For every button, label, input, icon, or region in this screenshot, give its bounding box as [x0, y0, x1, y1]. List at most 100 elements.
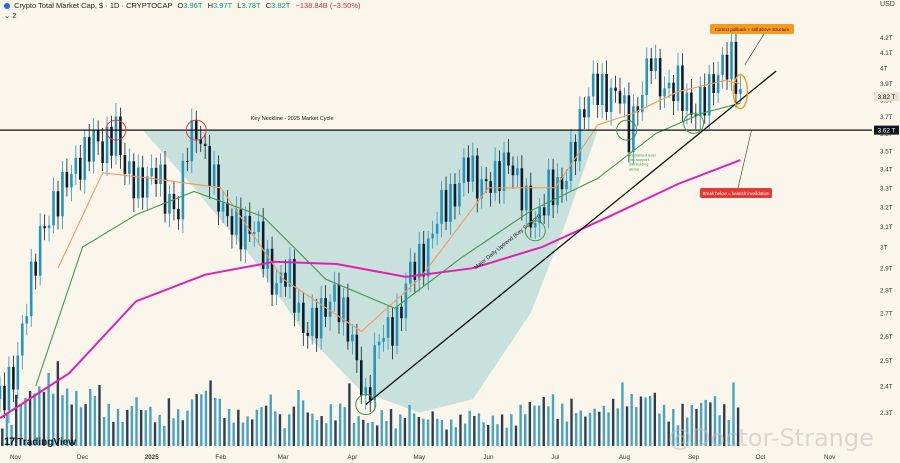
indicator-count[interactable]: 2 — [12, 11, 17, 20]
volume-bar — [362, 419, 365, 446]
volume-bar — [727, 420, 731, 446]
volume-bar — [635, 407, 638, 446]
candle-body — [168, 193, 171, 214]
candle-body — [96, 129, 100, 142]
candle-body — [351, 334, 354, 342]
x-tick-label: 2025 — [145, 454, 160, 461]
candle-body — [467, 157, 470, 182]
volume-bar — [79, 407, 83, 446]
candle-body — [529, 185, 533, 228]
volume-bar — [639, 396, 643, 446]
volume-bar — [209, 380, 212, 446]
candle-body — [208, 146, 211, 187]
candle-body — [266, 248, 269, 269]
volume-bar — [241, 422, 245, 446]
volume-bar — [56, 361, 60, 446]
volume-bar — [561, 403, 564, 446]
candle-body — [489, 181, 492, 193]
candle-body — [703, 86, 707, 116]
candle-body — [288, 259, 292, 287]
ema-line-ema-long — [0, 159, 741, 419]
candle-body — [417, 243, 421, 280]
volume-bar — [436, 418, 439, 446]
volume-bar — [24, 397, 27, 446]
open-value: 3.96T — [183, 1, 203, 10]
volume-bar — [699, 402, 703, 446]
candle-body — [672, 82, 675, 102]
candle-body — [574, 141, 577, 162]
candle-body — [337, 284, 341, 323]
candle-body — [525, 185, 528, 211]
volume-bar — [130, 405, 134, 446]
tradingview-logo[interactable]: 17 TradingView — [4, 436, 76, 448]
candle-body — [221, 202, 225, 212]
candle-body — [190, 120, 194, 162]
candle-body — [480, 179, 484, 199]
x-tick-label: Oct — [756, 454, 766, 461]
candle-body — [645, 58, 649, 95]
cup-pattern-area — [142, 130, 598, 413]
volume-bar — [338, 403, 342, 446]
volume-bar — [255, 409, 259, 446]
currency-label[interactable]: USD — [880, 1, 895, 8]
candle-body — [400, 306, 403, 319]
volume-bar — [107, 403, 110, 446]
collapse-indicators-icon[interactable]: ⌄ — [4, 11, 11, 20]
candle-body — [538, 207, 542, 224]
volume-bar — [565, 421, 569, 446]
y-tick-label: 3.3T — [880, 185, 893, 192]
volume-bar — [723, 404, 726, 446]
candle-body — [83, 137, 87, 180]
volume-bar — [10, 424, 13, 446]
volume-bar — [380, 410, 383, 446]
volume-bar — [42, 391, 46, 446]
volume-bar — [459, 414, 462, 446]
volume-bar — [139, 409, 143, 446]
candle-body — [186, 160, 189, 162]
volume-bar — [223, 418, 226, 446]
y-tick-label: 2.3T — [880, 410, 893, 417]
candle-body — [431, 233, 434, 239]
volume-bar — [70, 404, 73, 446]
candle-body — [38, 226, 42, 276]
candle-body — [368, 387, 372, 401]
volume-bar — [375, 425, 379, 446]
volume-bar — [75, 390, 78, 446]
volume-bar — [547, 406, 550, 446]
candle-body — [226, 202, 229, 217]
volume-bar — [625, 406, 629, 446]
candle-body — [92, 129, 95, 162]
volume-bar — [176, 409, 180, 446]
candle-body — [569, 141, 573, 181]
ema-line-ema-mid — [35, 102, 741, 387]
volume-bar — [102, 417, 106, 446]
volume-bar — [186, 410, 189, 446]
chart-title: Crypto Total Market Cap, $ · 1D · CRYPTO… — [14, 1, 173, 10]
break-callout-pointer — [737, 130, 752, 189]
volume-bar — [704, 399, 707, 446]
volume-bar — [149, 406, 152, 446]
volume-bar — [126, 409, 129, 446]
volume-bar — [468, 410, 471, 446]
candle-body — [739, 89, 742, 94]
volume-bar — [343, 407, 346, 446]
volume-bar — [676, 425, 680, 446]
volume-bar — [426, 419, 430, 446]
volume-bar — [172, 418, 175, 446]
candle-body — [239, 209, 243, 250]
y-tick-label: 2.7T — [880, 310, 893, 317]
candle-body — [275, 283, 278, 295]
candle-body — [475, 155, 479, 199]
candle-body — [565, 180, 568, 190]
candle-body — [698, 86, 702, 117]
tradingview-mark-icon: 17 — [4, 436, 15, 448]
volume-bar — [403, 418, 407, 446]
candle-body — [87, 137, 91, 162]
volume-bar — [213, 397, 217, 446]
candle-body — [21, 323, 24, 356]
candle-body — [676, 65, 680, 102]
candle-body — [105, 126, 109, 164]
volume-bar — [607, 412, 610, 446]
volume-bar — [19, 405, 23, 446]
